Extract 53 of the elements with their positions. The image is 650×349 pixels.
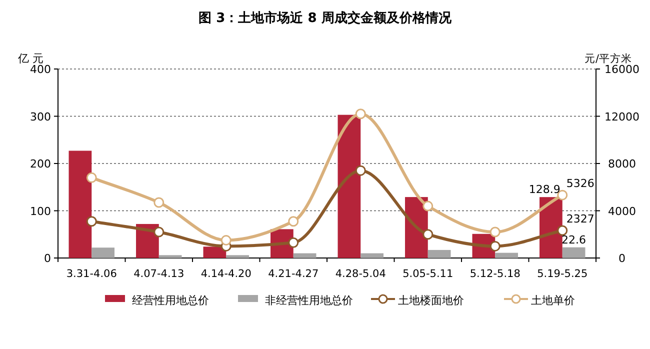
x-tick-label: 5.19-5.25 [537, 268, 588, 280]
bar [68, 150, 92, 258]
y2-axis-title: 元/平方米 [584, 52, 632, 65]
chart-title: 图 3：土地市场近 8 周成交金额及价格情况 [198, 10, 452, 26]
bar [562, 247, 586, 258]
y-tick-label: 0 [44, 252, 51, 265]
bar [495, 252, 518, 258]
point [422, 229, 434, 240]
point [355, 165, 366, 176]
point [490, 240, 500, 252]
y-tick-label: 200 [30, 158, 51, 170]
data-label: 5326 [566, 177, 594, 190]
point [355, 108, 366, 120]
data-label: 128.9 [528, 183, 560, 196]
bar [293, 253, 316, 258]
point [422, 200, 434, 212]
point [154, 226, 164, 238]
data-label: 2327 [566, 212, 594, 226]
point [86, 172, 97, 183]
bar [92, 248, 114, 258]
bar [338, 114, 361, 258]
bar [226, 255, 249, 258]
x-tick-label: 3.31-4.06 [66, 268, 118, 280]
y2-tick-label: 4000 [608, 204, 636, 218]
x-tick-label: 4.14-4.20 [200, 268, 252, 280]
y2-tick-label: 8000 [608, 158, 636, 170]
y2-tick-label: 16000 [604, 63, 640, 76]
legend-label: 土地楼面地价 [398, 294, 464, 307]
bar [360, 253, 384, 258]
y2-tick-label: 12000 [604, 110, 640, 124]
x-tick-label: 4.21-4.27 [268, 268, 319, 280]
y-tick-label: 300 [30, 110, 51, 124]
legend-label: 经营性用地总价 [132, 294, 209, 307]
point [154, 197, 164, 208]
y-axis-title: 亿 元 [17, 52, 44, 65]
y-tick-label: 100 [30, 204, 51, 218]
point [557, 225, 568, 236]
point [490, 226, 500, 238]
x-tick-label: 5.05-5.11 [402, 268, 454, 280]
x-tick-label: 5.12-5.18 [470, 268, 520, 280]
legend-label: 土地单价 [531, 294, 575, 307]
bar [203, 246, 226, 258]
x-tick-label: 4.28-5.04 [335, 268, 386, 280]
bar [158, 255, 182, 258]
point [288, 237, 299, 248]
y2-tick-label: 0 [618, 252, 626, 265]
point [86, 216, 97, 227]
x-tick-label: 4.07-4.13 [134, 268, 184, 280]
legend-label: 非经营性用地总价 [265, 294, 353, 307]
y-tick-label: 400 [30, 63, 51, 76]
bar [428, 250, 451, 258]
point [288, 216, 299, 227]
point [220, 235, 232, 246]
